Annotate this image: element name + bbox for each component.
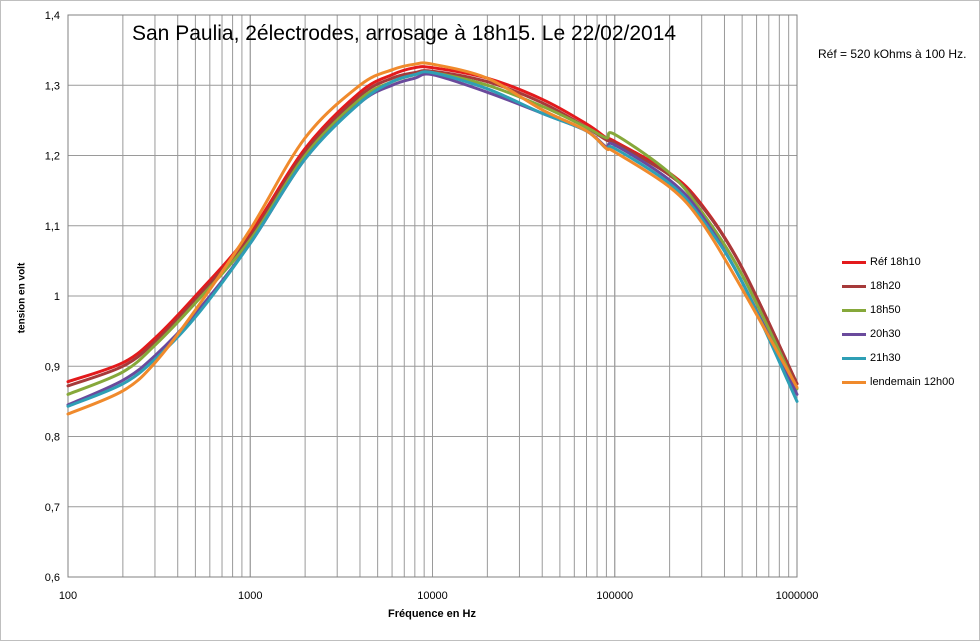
- plot-area-border: [67, 14, 798, 578]
- chart-title: San Paulia, 2électrodes, arrosage à 18h1…: [132, 22, 677, 45]
- reference-note: Réf = 520 kOhms à 100 Hz.: [818, 47, 967, 61]
- y-tick-label: 0,9: [45, 361, 60, 373]
- legend-label: lendemain 12h00: [870, 376, 955, 388]
- y-tick-label: 1: [54, 291, 60, 303]
- x-tick-label: 1000000: [776, 590, 819, 602]
- x-tick-label: 100: [59, 590, 77, 602]
- legend-swatch: [842, 380, 866, 384]
- x-tick-label: 10000: [417, 590, 448, 602]
- legend-item: 18h50: [842, 298, 954, 322]
- series-line-5: [66, 70, 799, 408]
- legend-label: 18h20: [870, 280, 901, 292]
- y-tick-label: 0,6: [45, 572, 60, 584]
- y-axis-label: tension en volt: [16, 262, 28, 334]
- y-tick-label: 1,4: [45, 10, 60, 22]
- legend-item: 21h30: [842, 346, 954, 370]
- y-tick-label: 0,7: [45, 502, 60, 514]
- legend-swatch: [842, 332, 866, 336]
- y-tick-label: 1,1: [45, 221, 60, 233]
- x-axis-label: Fréquence en Hz: [387, 608, 477, 620]
- y-tick-label: 1,3: [45, 80, 60, 92]
- x-tick-label: 100000: [596, 590, 633, 602]
- legend-item: 18h20: [842, 274, 954, 298]
- legend-label: 21h30: [870, 352, 901, 364]
- legend-label: Réf 18h10: [870, 256, 921, 268]
- series-line-4: [66, 72, 799, 407]
- legend-label: 18h50: [870, 304, 901, 316]
- legend-swatch: [842, 308, 866, 312]
- legend-label: 20h30: [870, 328, 901, 340]
- x-tick-label: 1000: [238, 590, 262, 602]
- series-line-6: [66, 61, 799, 416]
- y-tick-label: 1,2: [45, 151, 60, 163]
- legend-swatch: [842, 284, 866, 288]
- legend-swatch: [842, 260, 866, 264]
- legend-item: Réf 18h10: [842, 250, 954, 274]
- legend: Réf 18h10 18h20 18h50 20h30 21h30 lendemain 1…: [842, 250, 954, 394]
- legend-item: lendemain 12h00: [842, 370, 954, 394]
- legend-item: 20h30: [842, 322, 954, 346]
- y-tick-label: 0,8: [45, 432, 60, 444]
- legend-swatch: [842, 356, 866, 360]
